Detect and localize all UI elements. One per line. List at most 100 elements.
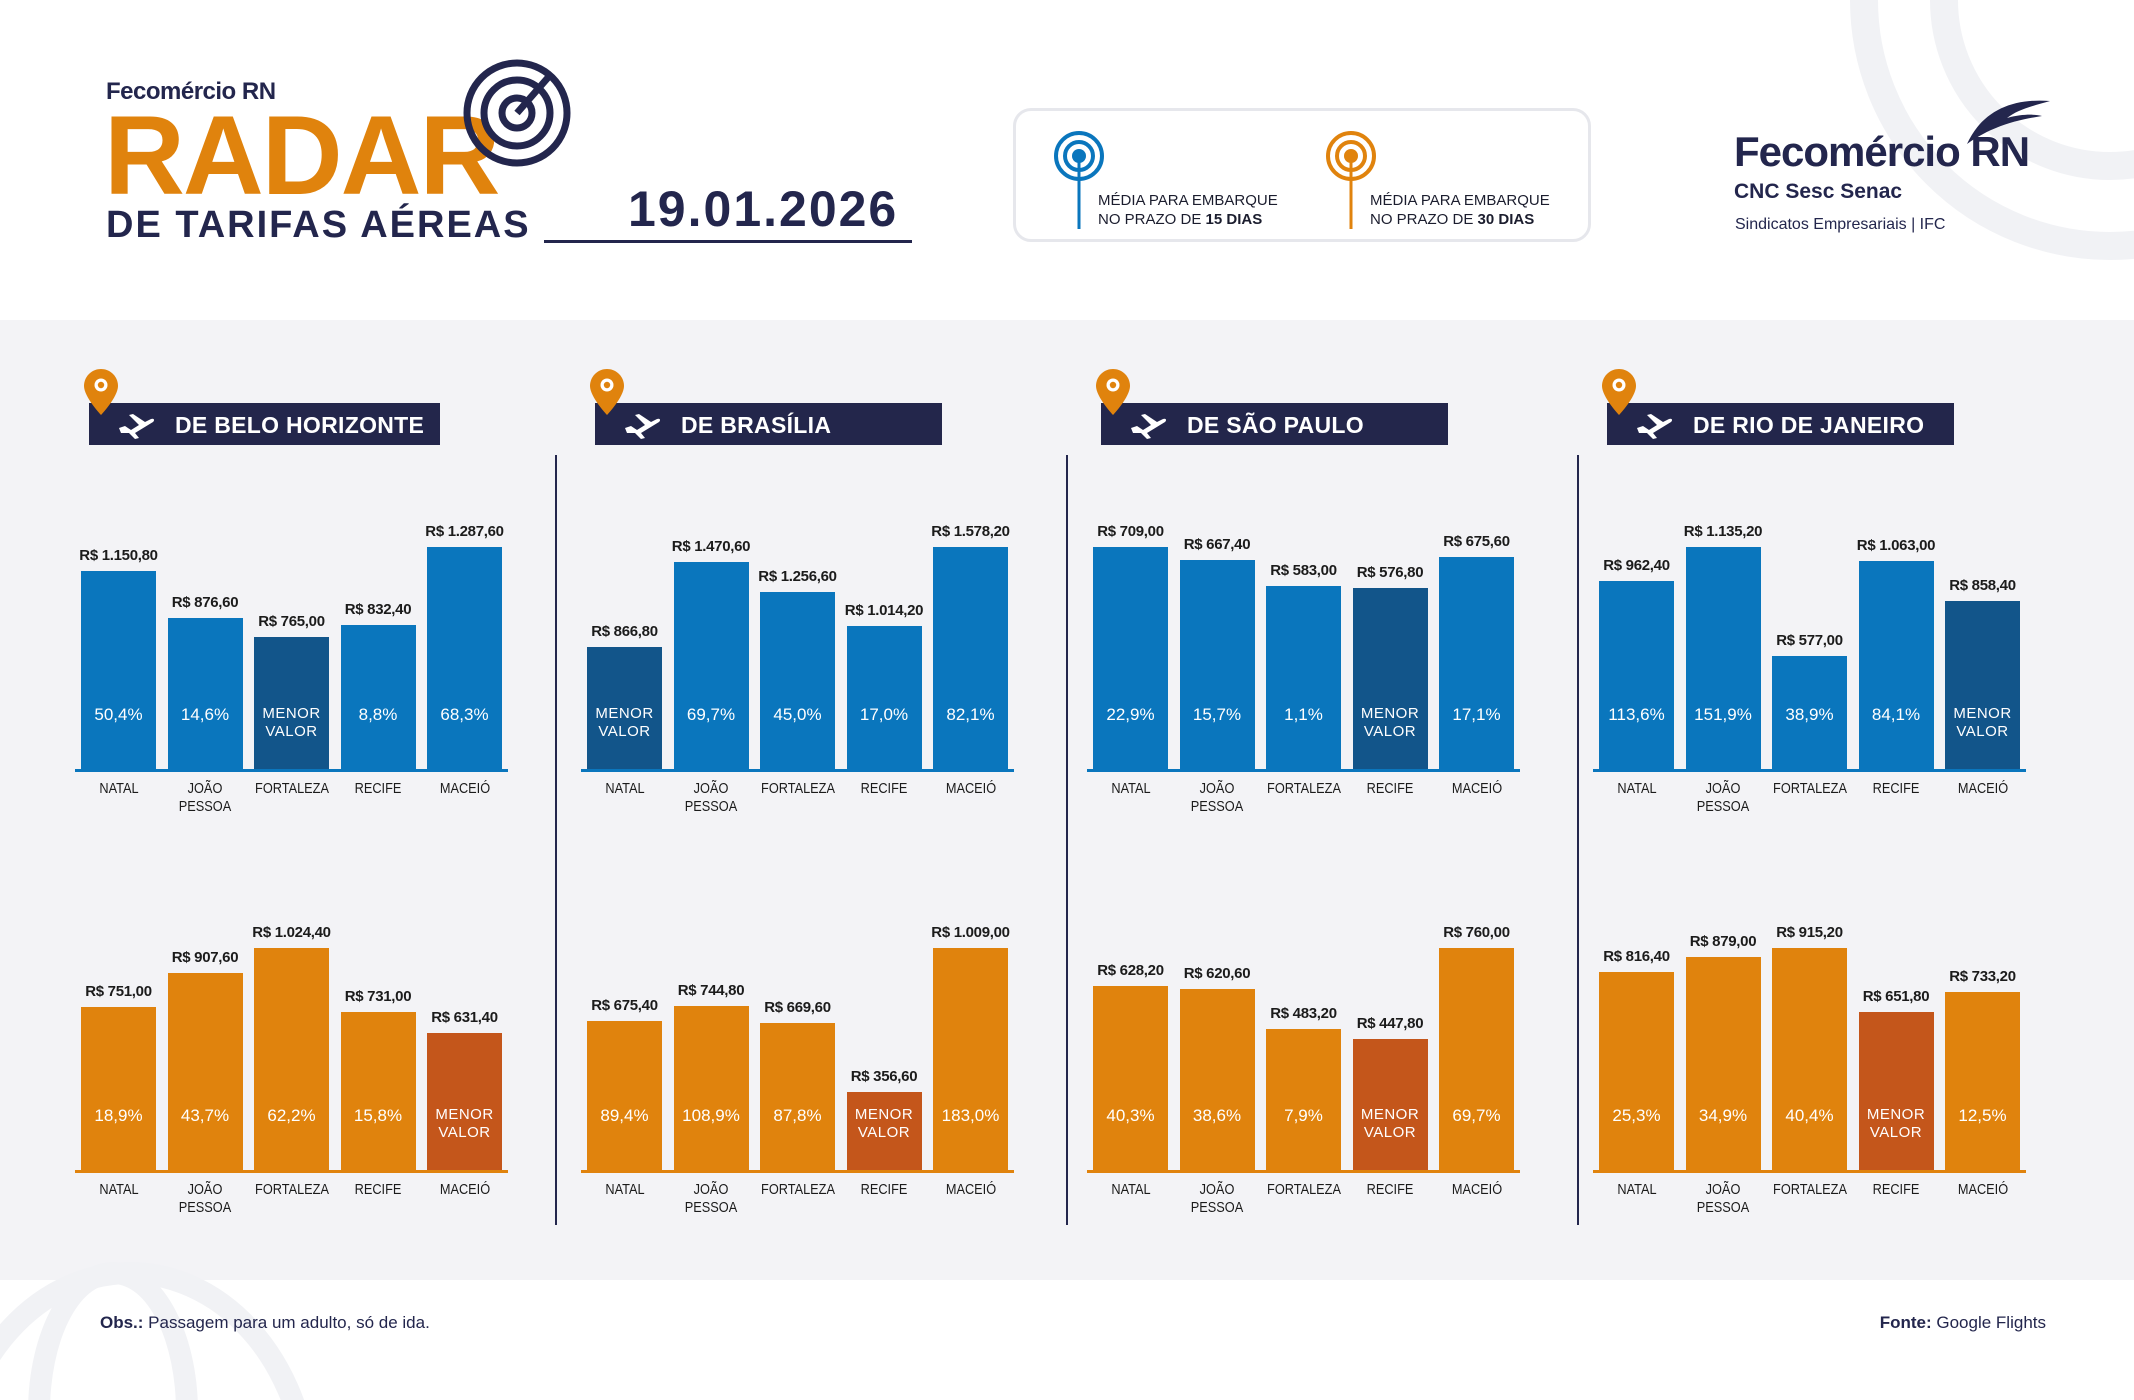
percent-label: 69,7% (686, 705, 736, 724)
bar: MENOR VALOR (1352, 588, 1428, 769)
price-label: R$ 1.135,20 (1683, 523, 1763, 540)
price-label: R$ 962,40 (1603, 557, 1670, 574)
category-label: FORTALEZA (760, 780, 835, 797)
percent-label: 25,3% (1612, 1106, 1661, 1125)
percent-label: 68,3% (440, 705, 489, 724)
panel-title: DE SÃO PAULO (1187, 412, 1364, 438)
antenna-signal-icon (1326, 131, 1376, 229)
brand-partners: CNC Sesc Senac (1734, 180, 1903, 203)
price-label: R$ 1.024,40 (252, 924, 331, 941)
percent-label: 22,9% (1106, 705, 1155, 724)
percent-label: 18,9% (94, 1106, 143, 1125)
category-label: JOÃO PESSOA (178, 780, 232, 815)
bar: 89,4% (587, 1021, 662, 1170)
price-label: R$ 667,40 (1183, 536, 1251, 553)
category-label: NATAL (98, 780, 139, 797)
percent-label: 62,2% (267, 1106, 316, 1125)
brand-logo-right: Fecomércio RN (1734, 128, 2030, 175)
percent-label: 69,7% (1452, 1106, 1501, 1125)
panel-title: DE RIO DE JANEIRO (1693, 412, 1925, 438)
price-label: R$ 1.150,80 (79, 547, 158, 564)
bar: 17,1% (1439, 557, 1514, 769)
panel-header: DE BRASÍLIA (595, 403, 942, 445)
bar: MENOR VALOR (1945, 601, 2020, 769)
bar: 45,0% (760, 592, 835, 769)
airplane-takeoff-icon (119, 414, 155, 439)
percent-label: 34,9% (1698, 1106, 1748, 1125)
bar: 34,9% (1685, 957, 1761, 1170)
bar: MENOR VALOR (1352, 1039, 1428, 1170)
bar: 113,6% (1599, 581, 1674, 769)
category-label: MACEIÓ (945, 1181, 996, 1198)
antenna-signal-icon (1054, 131, 1104, 229)
category-label: NATAL (604, 1181, 645, 1198)
percent-label: 8,8% (358, 705, 398, 724)
price-label: R$ 760,00 (1443, 924, 1510, 941)
category-label: FORTALEZA (1266, 1181, 1341, 1198)
date-underline (544, 240, 912, 243)
bar: 151,9% (1685, 547, 1761, 769)
panel-header: DE RIO DE JANEIRO (1607, 403, 1954, 445)
chart-baseline (1593, 1170, 2026, 1173)
origin-panel: DE RIO DE JANEIRO 113,6% R$ 962,40 NATAL 151… (1562, 320, 2072, 1280)
bar: MENOR VALOR (846, 1092, 922, 1170)
category-label: NATAL (1616, 1181, 1657, 1198)
chart-baseline (1087, 1170, 1520, 1173)
lowest-value-label: MENOR VALOR (1866, 1106, 1926, 1141)
category-label: FORTALEZA (254, 780, 329, 797)
category-label: NATAL (1110, 780, 1151, 797)
airplane-takeoff-icon (625, 414, 661, 439)
bar: MENOR VALOR (427, 1033, 502, 1170)
category-label: JOÃO PESSOA (178, 1181, 232, 1216)
radar-subtitle: DE TARIFAS AÉREAS (106, 204, 531, 246)
price-label: R$ 1.256,60 (758, 568, 837, 585)
airplane-takeoff-icon (1131, 414, 1167, 439)
bar: 69,7% (673, 562, 749, 769)
price-label: R$ 1.009,00 (931, 924, 1010, 941)
airplane-takeoff-icon (1637, 414, 1673, 439)
price-label: R$ 1.014,20 (844, 602, 924, 619)
bar: 38,9% (1772, 656, 1847, 769)
bar: 50,4% (81, 571, 156, 769)
price-label: R$ 1.470,60 (671, 538, 751, 555)
category-label: RECIFE (860, 780, 908, 797)
bar: 68,3% (427, 547, 502, 769)
price-label: R$ 628,20 (1097, 962, 1164, 979)
category-label: MACEIÓ (945, 780, 996, 797)
price-label: R$ 832,40 (344, 601, 412, 618)
bar: 38,6% (1179, 989, 1255, 1170)
price-label: R$ 733,20 (1949, 968, 2016, 985)
price-label: R$ 620,60 (1183, 965, 1251, 982)
percent-label: 7,9% (1284, 1106, 1323, 1125)
price-label: R$ 751,00 (85, 983, 152, 1000)
price-label: R$ 876,60 (171, 594, 239, 611)
report-date: 19.01.2026 (628, 181, 899, 237)
percent-label: 15,7% (1192, 705, 1242, 724)
origin-panel: DE BRASÍLIA MENOR VALOR R$ 866,80 NATAL 69,7%… (550, 320, 1060, 1280)
percent-label: 89,4% (600, 1106, 649, 1125)
brand-logo-small: Fecomércio RN (106, 78, 276, 105)
price-label: R$ 1.287,60 (425, 523, 504, 540)
percent-label: 38,9% (1785, 705, 1834, 724)
price-label: R$ 879,00 (1689, 933, 1757, 950)
percent-label: 38,6% (1192, 1106, 1242, 1125)
lowest-value-label: MENOR VALOR (1360, 1106, 1420, 1141)
category-label: RECIFE (1872, 1181, 1920, 1198)
percent-label: 14,6% (180, 705, 230, 724)
percent-label: 87,8% (773, 1106, 822, 1125)
bar: 17,0% (846, 626, 922, 769)
bar: 40,3% (1093, 986, 1168, 1170)
panel-header: DE BELO HORIZONTE (89, 403, 440, 445)
panel-title: DE BELO HORIZONTE (175, 412, 425, 438)
category-label: FORTALEZA (254, 1181, 329, 1198)
origin-panel: DE SÃO PAULO 22,9% R$ 709,00 NATAL 15,7% R$ 6… (1056, 320, 1566, 1280)
price-label: R$ 915,20 (1776, 924, 1843, 941)
price-label: R$ 577,00 (1776, 632, 1843, 649)
legend: MÉDIA PARA EMBARQUE NO PRAZO DE 15 DIAS … (1013, 108, 1591, 242)
category-label: JOÃO PESSOA (684, 1181, 738, 1216)
bar: MENOR VALOR (1858, 1012, 1934, 1170)
chart-baseline (75, 1170, 508, 1173)
price-label: R$ 858,40 (1949, 577, 2016, 594)
category-label: RECIFE (354, 780, 402, 797)
category-label: RECIFE (860, 1181, 908, 1198)
